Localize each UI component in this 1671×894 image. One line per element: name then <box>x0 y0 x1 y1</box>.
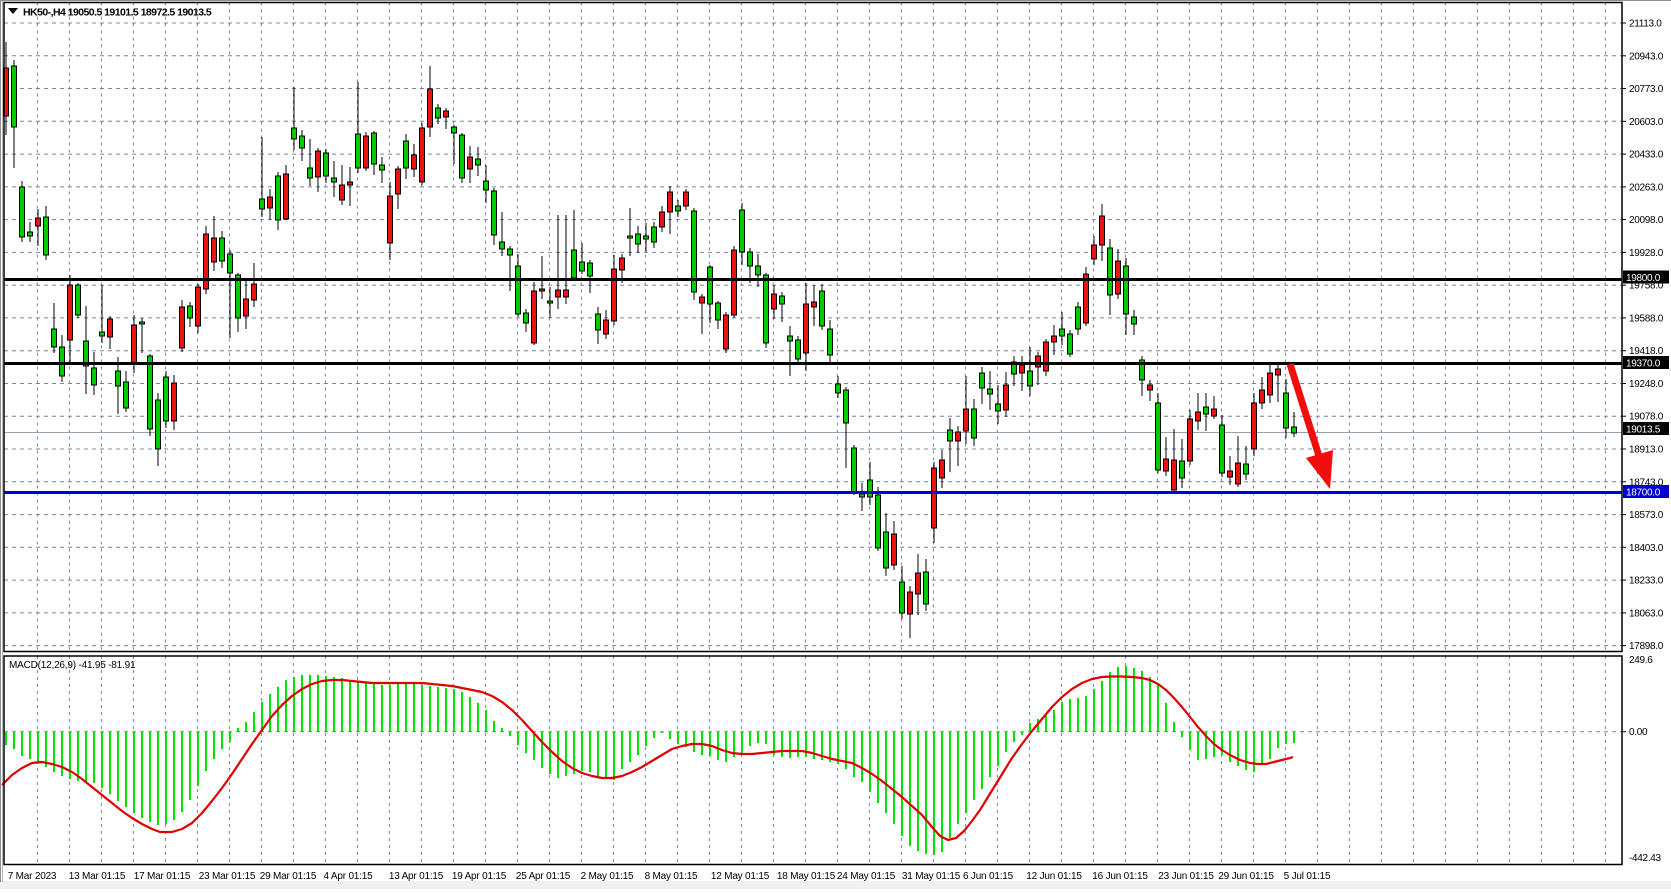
svg-text:7 Mar 2023: 7 Mar 2023 <box>8 871 57 882</box>
svg-text:12 May 01:15: 12 May 01:15 <box>711 871 770 882</box>
svg-text:23 Mar 01:15: 23 Mar 01:15 <box>199 871 256 882</box>
svg-text:18700.0: 18700.0 <box>1626 488 1661 499</box>
svg-text:5 Jul 01:15: 5 Jul 01:15 <box>1284 871 1331 882</box>
svg-text:6 Jun 01:15: 6 Jun 01:15 <box>963 871 1014 882</box>
svg-text:19248.0: 19248.0 <box>1629 379 1664 390</box>
svg-text:19588.0: 19588.0 <box>1629 313 1664 324</box>
svg-text:25 Apr 01:15: 25 Apr 01:15 <box>516 871 571 882</box>
svg-text:18063.0: 18063.0 <box>1629 608 1664 619</box>
svg-text:18233.0: 18233.0 <box>1629 576 1664 587</box>
svg-text:19418.0: 19418.0 <box>1629 346 1664 357</box>
svg-text:17 Mar 01:15: 17 Mar 01:15 <box>134 871 191 882</box>
svg-text:19928.0: 19928.0 <box>1629 248 1664 259</box>
svg-text:18913.0: 18913.0 <box>1629 445 1664 456</box>
svg-text:19013.5: 19013.5 <box>1626 425 1661 436</box>
svg-text:20263.0: 20263.0 <box>1629 182 1664 193</box>
svg-text:31 May 01:15: 31 May 01:15 <box>902 871 961 882</box>
svg-text:13 Mar 01:15: 13 Mar 01:15 <box>69 871 126 882</box>
svg-text:12 Jun 01:15: 12 Jun 01:15 <box>1026 871 1082 882</box>
svg-text:19370.0: 19370.0 <box>1626 359 1661 370</box>
svg-text:19800.0: 19800.0 <box>1626 273 1661 284</box>
svg-text:8 May 01:15: 8 May 01:15 <box>645 871 698 882</box>
svg-text:19758.0: 19758.0 <box>1629 281 1664 292</box>
svg-text:21113.0: 21113.0 <box>1629 19 1662 30</box>
svg-text:2 May 01:15: 2 May 01:15 <box>581 871 634 882</box>
svg-text:0.00: 0.00 <box>1629 727 1648 738</box>
svg-text:-442.43: -442.43 <box>1629 853 1662 864</box>
svg-text:18743.0: 18743.0 <box>1629 477 1664 488</box>
svg-text:MACD(12,26,9) -41.95 -81.91: MACD(12,26,9) -41.95 -81.91 <box>9 660 136 671</box>
svg-text:20098.0: 20098.0 <box>1629 215 1664 226</box>
svg-text:20943.0: 20943.0 <box>1629 51 1664 62</box>
svg-text:23 Jun 01:15: 23 Jun 01:15 <box>1158 871 1214 882</box>
svg-text:20433.0: 20433.0 <box>1629 150 1664 161</box>
svg-text:4 Apr 01:15: 4 Apr 01:15 <box>324 871 374 882</box>
svg-text:18573.0: 18573.0 <box>1629 510 1664 521</box>
svg-text:20603.0: 20603.0 <box>1629 117 1664 128</box>
svg-text:20773.0: 20773.0 <box>1629 84 1664 95</box>
svg-text:13 Apr 01:15: 13 Apr 01:15 <box>389 871 444 882</box>
svg-text:249.6: 249.6 <box>1629 655 1653 666</box>
svg-text:18 May 01:15: 18 May 01:15 <box>777 871 836 882</box>
svg-text:19 Apr 01:15: 19 Apr 01:15 <box>452 871 507 882</box>
svg-text:24 May 01:15: 24 May 01:15 <box>837 871 896 882</box>
svg-text:18403.0: 18403.0 <box>1629 543 1664 554</box>
svg-text:16 Jun 01:15: 16 Jun 01:15 <box>1092 871 1148 882</box>
svg-text:17898.0: 17898.0 <box>1629 641 1664 652</box>
svg-text:29 Mar 01:15: 29 Mar 01:15 <box>260 871 317 882</box>
svg-text:HK50-,H4 19050.5 19101.5 1897: HK50-,H4 19050.5 19101.5 18972.5 19013.5 <box>23 7 212 19</box>
svg-text:29 Jun 01:15: 29 Jun 01:15 <box>1218 871 1274 882</box>
svg-text:19078.0: 19078.0 <box>1629 412 1664 423</box>
